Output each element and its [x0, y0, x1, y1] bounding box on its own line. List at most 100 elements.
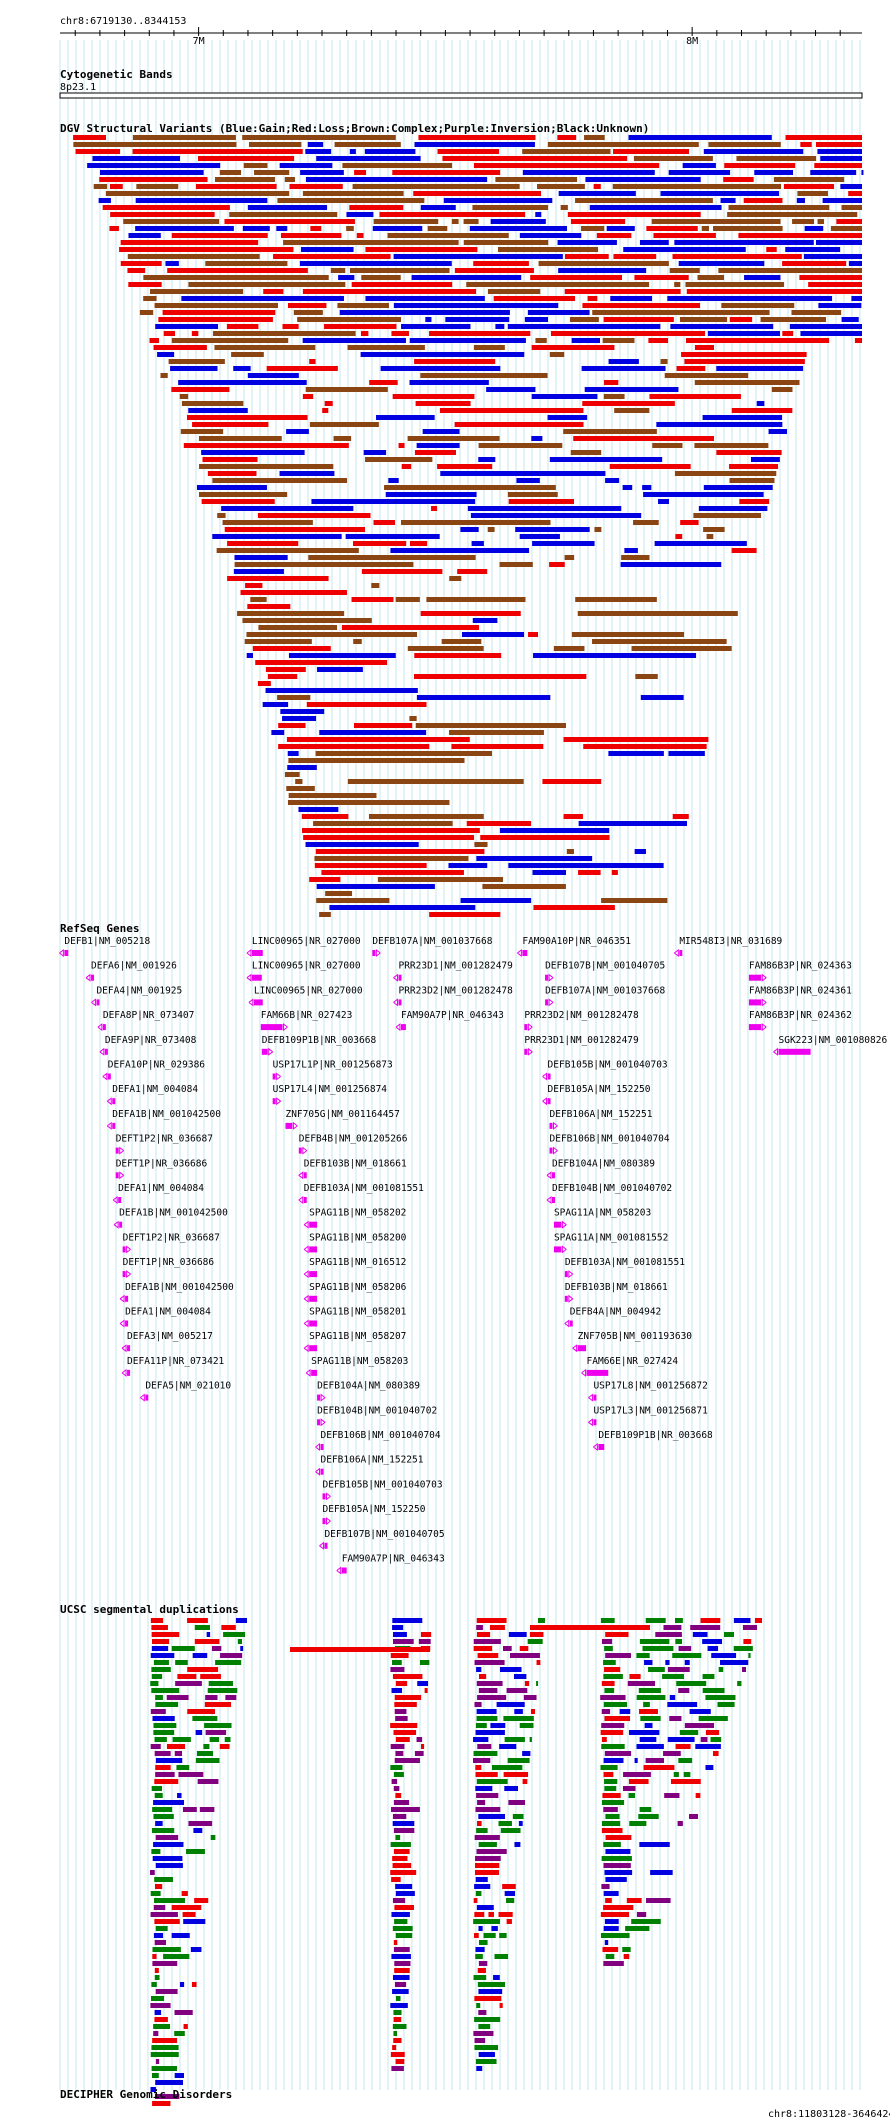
sv-feature[interactable] — [583, 744, 707, 749]
sv-feature[interactable] — [330, 268, 346, 273]
segdup-feature[interactable] — [391, 2066, 404, 2071]
segdup-feature[interactable] — [474, 1870, 499, 1875]
segdup-feature[interactable] — [395, 1884, 413, 1889]
segdup-feature[interactable] — [151, 1625, 168, 1630]
sv-feature[interactable] — [440, 471, 606, 476]
segdup-feature[interactable] — [392, 1660, 402, 1665]
sv-feature[interactable] — [538, 261, 669, 266]
sv-feature[interactable] — [463, 240, 549, 245]
segdup-feature[interactable] — [154, 1751, 171, 1756]
segdup-feature[interactable] — [638, 1814, 659, 1819]
sv-feature[interactable] — [224, 527, 366, 532]
segdup-feature[interactable] — [152, 1947, 181, 1952]
segdup-feature[interactable] — [743, 1639, 752, 1644]
sv-feature[interactable] — [487, 527, 495, 532]
sv-feature[interactable] — [198, 492, 288, 497]
segdup-feature[interactable] — [605, 1877, 627, 1882]
segdup-feature[interactable] — [392, 1625, 404, 1630]
segdup-feature[interactable] — [392, 1926, 413, 1931]
segdup-feature[interactable] — [390, 1667, 405, 1672]
segdup-feature[interactable] — [390, 1870, 417, 1875]
segdup-feature[interactable] — [395, 2059, 405, 2064]
sv-feature[interactable] — [99, 177, 208, 182]
segdup-feature[interactable] — [622, 1947, 631, 1952]
sv-feature[interactable] — [563, 814, 583, 819]
sv-feature[interactable] — [280, 709, 325, 714]
segdup-feature[interactable] — [150, 1912, 178, 1917]
segdup-feature[interactable] — [604, 1940, 609, 1945]
gene-feature[interactable] — [593, 1394, 597, 1401]
sv-feature[interactable] — [654, 541, 747, 546]
sv-feature[interactable] — [672, 814, 689, 819]
sv-feature[interactable] — [426, 597, 526, 602]
sv-feature[interactable] — [549, 352, 565, 357]
segdup-feature[interactable] — [174, 2010, 193, 2015]
sv-feature[interactable] — [861, 170, 864, 175]
sv-feature[interactable] — [234, 555, 288, 560]
sv-feature[interactable] — [287, 751, 299, 756]
sv-feature[interactable] — [686, 338, 830, 343]
segdup-feature[interactable] — [473, 1919, 501, 1924]
sv-feature[interactable] — [643, 492, 764, 497]
segdup-feature[interactable] — [474, 1702, 482, 1707]
sv-feature[interactable] — [531, 436, 543, 441]
sv-feature[interactable] — [613, 149, 690, 154]
sv-feature[interactable] — [537, 184, 585, 189]
sv-feature[interactable] — [224, 219, 355, 224]
segdup-feature[interactable] — [475, 1947, 485, 1952]
segdup-feature[interactable] — [491, 1926, 498, 1931]
sv-feature[interactable] — [180, 429, 224, 434]
segdup-feature[interactable] — [667, 1702, 698, 1707]
gene-feature[interactable] — [309, 1246, 318, 1253]
sv-feature[interactable] — [533, 653, 697, 658]
segdup-feature[interactable] — [476, 1793, 499, 1798]
segdup-feature[interactable] — [655, 1632, 682, 1637]
segdup-feature[interactable] — [519, 1646, 529, 1651]
segdup-track-title[interactable]: UCSC segmental duplications — [60, 1603, 239, 1616]
sv-feature[interactable] — [420, 373, 548, 378]
sv-feature[interactable] — [319, 730, 427, 735]
sv-feature[interactable] — [557, 240, 617, 245]
sv-feature[interactable] — [603, 317, 674, 322]
segdup-feature[interactable] — [152, 1807, 173, 1812]
gene-feature[interactable] — [112, 1098, 116, 1105]
segdup-feature[interactable] — [710, 1737, 722, 1742]
segdup-feature[interactable] — [392, 1989, 409, 1994]
sv-feature[interactable] — [653, 233, 716, 238]
sv-feature[interactable] — [393, 254, 563, 259]
segdup-feature[interactable] — [475, 1856, 501, 1861]
gene-feature[interactable] — [549, 1147, 553, 1154]
sv-feature[interactable] — [246, 632, 417, 637]
segdup-feature[interactable] — [636, 1653, 650, 1658]
sv-feature[interactable] — [658, 499, 669, 504]
sv-feature[interactable] — [631, 646, 732, 651]
sv-feature[interactable] — [165, 261, 179, 266]
sv-feature[interactable] — [731, 548, 757, 553]
segdup-feature[interactable] — [496, 1702, 525, 1707]
segdup-feature[interactable] — [153, 1723, 177, 1728]
segdup-feature[interactable] — [154, 2010, 162, 2015]
sv-feature[interactable] — [392, 170, 501, 175]
segdup-feature[interactable] — [530, 1625, 650, 1630]
segdup-feature[interactable] — [602, 1947, 619, 1952]
segdup-feature[interactable] — [476, 2003, 481, 2008]
sv-feature[interactable] — [575, 198, 713, 203]
sv-feature[interactable] — [393, 303, 559, 308]
segdup-feature[interactable] — [601, 1856, 632, 1861]
segdup-feature[interactable] — [151, 1828, 175, 1833]
segdup-feature[interactable] — [642, 1646, 674, 1651]
sv-feature[interactable] — [192, 422, 269, 427]
sv-feature[interactable] — [594, 527, 602, 532]
segdup-feature[interactable] — [634, 1758, 638, 1763]
segdup-feature[interactable] — [395, 1737, 410, 1742]
segdup-feature[interactable] — [392, 1856, 408, 1861]
sv-feature[interactable] — [316, 898, 390, 903]
segdup-feature[interactable] — [605, 1632, 629, 1637]
sv-feature[interactable] — [522, 170, 655, 175]
gene-feature[interactable] — [569, 1320, 573, 1327]
sv-feature[interactable] — [154, 303, 278, 308]
segdup-feature[interactable] — [155, 2059, 160, 2064]
sv-feature[interactable] — [706, 534, 714, 539]
segdup-feature[interactable] — [619, 1709, 631, 1714]
sv-feature[interactable] — [768, 429, 787, 434]
